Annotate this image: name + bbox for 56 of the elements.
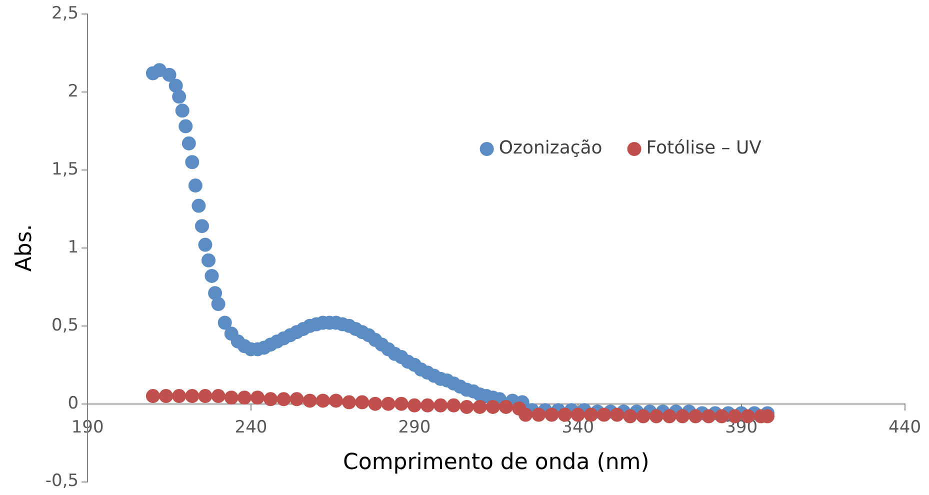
point xyxy=(446,398,461,412)
point xyxy=(237,390,252,405)
point xyxy=(146,389,160,404)
point xyxy=(486,400,500,414)
y-tick-label: 1,5 xyxy=(52,159,79,180)
point xyxy=(407,398,422,412)
point xyxy=(472,400,487,414)
y-tick-label: 0,5 xyxy=(52,315,79,336)
point xyxy=(264,392,278,406)
point xyxy=(498,400,513,414)
point xyxy=(302,394,317,408)
point xyxy=(518,408,533,422)
point xyxy=(394,396,408,411)
point xyxy=(329,394,343,408)
point xyxy=(290,392,304,406)
point xyxy=(662,409,676,424)
point xyxy=(558,408,572,422)
point xyxy=(198,389,212,404)
point xyxy=(623,409,638,424)
x-tick-label: 440 xyxy=(888,417,922,438)
point xyxy=(224,390,238,405)
x-tick-label: 240 xyxy=(234,417,268,438)
point xyxy=(702,409,716,424)
y-axis-title: Abs. xyxy=(12,224,37,272)
point xyxy=(584,408,598,422)
point xyxy=(250,390,265,405)
point xyxy=(675,409,690,424)
point xyxy=(610,408,624,422)
point xyxy=(276,392,291,406)
point xyxy=(355,395,370,410)
x-tick-label: 290 xyxy=(398,417,431,438)
point xyxy=(649,409,664,424)
point xyxy=(434,398,448,412)
legend-label: Ozonização xyxy=(498,138,602,159)
point xyxy=(316,394,330,408)
point xyxy=(211,389,226,404)
point xyxy=(368,396,382,411)
point xyxy=(159,389,174,404)
point xyxy=(532,408,546,422)
x-axis-title: Comprimento de onda (nm) xyxy=(343,450,650,476)
point xyxy=(342,395,356,410)
point xyxy=(688,409,703,424)
y-tick-label: -0,5 xyxy=(45,471,79,492)
point xyxy=(597,408,612,422)
point xyxy=(460,400,474,414)
point xyxy=(636,409,650,424)
point xyxy=(381,396,396,411)
y-tick-label: 2,5 xyxy=(52,3,79,24)
point xyxy=(172,389,186,404)
point xyxy=(544,408,559,422)
legend-label: Fotólise – UV xyxy=(646,138,762,159)
y-tick-label: 0 xyxy=(68,393,79,414)
y-tick-label: 2 xyxy=(68,81,79,102)
y-tick-label: 1 xyxy=(68,237,79,258)
point xyxy=(420,398,435,412)
point xyxy=(185,389,200,404)
